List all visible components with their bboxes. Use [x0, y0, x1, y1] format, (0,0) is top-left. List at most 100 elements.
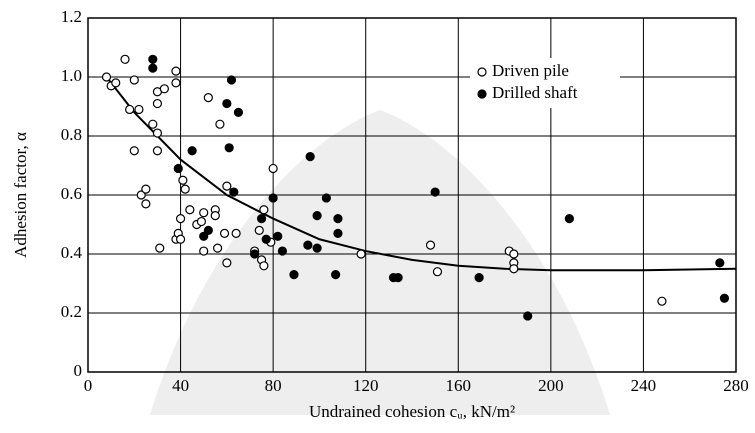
legend-marker: [477, 67, 487, 77]
data-point: [213, 243, 223, 253]
data-point: [425, 240, 436, 250]
data-point: [259, 261, 269, 271]
data-point: [564, 214, 574, 224]
data-point: [125, 104, 135, 115]
data-point: [101, 72, 112, 82]
data-point: [254, 225, 264, 235]
data-point: [356, 249, 366, 259]
data-point: [268, 193, 278, 203]
data-point: [148, 119, 158, 129]
data-point: [312, 211, 322, 221]
data-point: [199, 231, 209, 241]
legend-label: Drilled shaft: [492, 83, 578, 102]
data-point: [171, 78, 181, 88]
x-tick-label: 0: [84, 376, 93, 395]
data-point: [261, 234, 271, 244]
data-point: [141, 184, 151, 194]
data-point: [152, 98, 163, 109]
trend-line: [105, 76, 737, 272]
x-tick-label: 200: [538, 376, 564, 395]
y-tick-label: 0.8: [61, 125, 82, 144]
x-tick-label: 240: [631, 376, 657, 395]
data-point: [333, 228, 343, 238]
data-point: [233, 107, 244, 118]
data-point: [219, 228, 230, 238]
data-point: [331, 270, 341, 280]
data-point: [305, 152, 315, 162]
data-point: [222, 258, 232, 268]
data-point: [509, 264, 519, 274]
data-point: [199, 208, 209, 218]
data-point: [224, 143, 234, 153]
data-point: [178, 175, 188, 185]
watermark: [150, 110, 610, 415]
data-point: [268, 163, 278, 174]
data-point: [111, 78, 121, 88]
y-tick-label: 0: [74, 361, 83, 380]
data-point: [229, 187, 239, 197]
data-point: [203, 225, 213, 235]
x-axis-label: Undrained cohesion cᵤ, kN/m²: [309, 402, 515, 421]
data-point: [250, 249, 260, 259]
data-point: [152, 128, 163, 138]
data-point: [196, 216, 206, 227]
data-point: [474, 273, 484, 283]
y-tick-label: 1.2: [61, 7, 82, 26]
data-point: [256, 214, 267, 224]
data-point: [187, 146, 197, 156]
legend-label: Driven pile: [492, 61, 569, 80]
data-point: [222, 98, 232, 109]
data-point: [148, 54, 158, 64]
y-tick-label: 0.6: [61, 184, 82, 203]
data-point: [171, 66, 181, 76]
data-point: [173, 163, 183, 174]
data-point: [312, 243, 322, 253]
y-tick-label: 0.4: [61, 243, 83, 262]
data-point: [215, 119, 225, 129]
data-point: [222, 181, 232, 191]
data-point: [432, 267, 443, 277]
data-point: [273, 231, 283, 241]
y-tick-label: 1.0: [61, 66, 82, 85]
x-tick-label: 160: [446, 376, 472, 395]
data-point: [136, 190, 146, 200]
data-point: [120, 54, 130, 64]
data-point: [321, 193, 331, 203]
y-axis-label: Adhesion factor, α: [11, 132, 30, 258]
data-point: [199, 246, 209, 256]
data-point: [231, 228, 241, 238]
data-point: [393, 273, 403, 283]
legend-marker: [477, 89, 487, 99]
data-point: [129, 146, 139, 156]
data-point: [715, 258, 725, 268]
data-point: [129, 75, 139, 85]
data-point: [134, 104, 144, 115]
x-tick-label: 120: [353, 376, 379, 395]
data-point: [259, 205, 269, 215]
watermark-shape: [150, 110, 610, 415]
data-point: [175, 234, 186, 244]
data-point: [159, 84, 169, 94]
data-point: [141, 199, 151, 209]
data-point: [333, 214, 343, 224]
data-point: [148, 63, 158, 73]
x-tick-label: 280: [723, 376, 749, 395]
legend-box: [470, 58, 620, 108]
data-point: [509, 249, 519, 259]
data-point: [719, 293, 730, 303]
data-point: [289, 270, 299, 280]
data-point: [155, 243, 165, 253]
data-point: [523, 311, 533, 321]
data-point: [657, 296, 667, 306]
data-point: [185, 205, 195, 215]
data-point: [175, 214, 186, 224]
data-point: [430, 187, 440, 197]
data-point: [303, 240, 313, 250]
data-point: [277, 246, 287, 256]
y-tick-label: 0.2: [61, 302, 82, 321]
data-point: [226, 75, 237, 85]
data-point: [152, 146, 163, 156]
x-tick-label: 40: [172, 376, 189, 395]
